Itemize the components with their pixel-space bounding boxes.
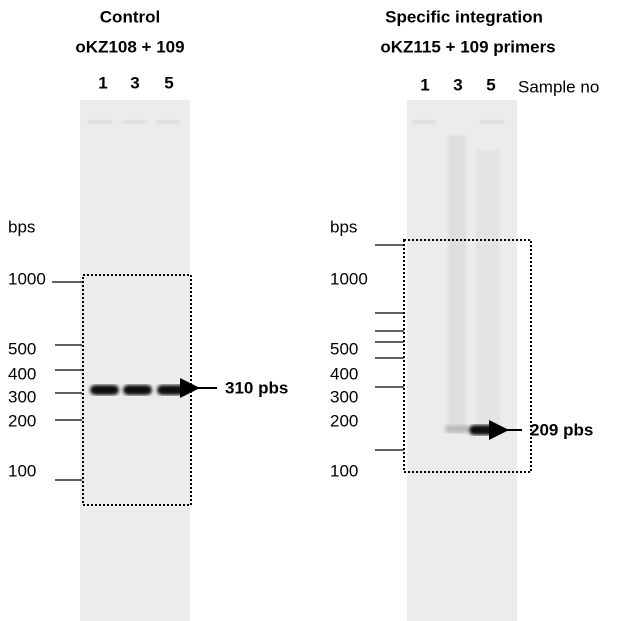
- lane-label: 3: [453, 75, 462, 94]
- lane-label: 1: [420, 75, 429, 94]
- ladder-label: 1000: [8, 269, 46, 288]
- axis-label: bps: [8, 217, 35, 236]
- subtitle: oKZ108 + 109: [75, 37, 184, 56]
- lane-label: 5: [164, 73, 173, 92]
- lane-label: 5: [486, 75, 495, 94]
- lane-label: 1: [98, 73, 107, 92]
- ladder-label: 200: [330, 411, 358, 430]
- band-label: 310 pbs: [225, 378, 288, 397]
- gel: [80, 100, 190, 621]
- band: [123, 385, 152, 395]
- band: [90, 385, 119, 395]
- ladder-label: 300: [330, 387, 358, 406]
- title: Control: [100, 7, 160, 26]
- ladder-label: 500: [330, 339, 358, 358]
- axis-label: bps: [330, 217, 357, 236]
- ladder-label: 500: [8, 339, 36, 358]
- ladder-label: 1000: [330, 269, 368, 288]
- ladder-label: 300: [8, 387, 36, 406]
- ladder-label: 200: [8, 411, 36, 430]
- band: [469, 425, 497, 435]
- band: [157, 385, 186, 395]
- lane-label: 3: [130, 73, 139, 92]
- figure: Control oKZ108 + 109 1 3 5 bps 1000 500 …: [0, 0, 618, 621]
- subtitle: oKZ115 + 109 primers: [380, 37, 555, 56]
- ladder-label: 100: [8, 461, 36, 480]
- band-label: 209 pbs: [530, 420, 593, 439]
- title: Specific integration: [385, 7, 543, 26]
- ladder-label: 100: [330, 461, 358, 480]
- ladder-label: 400: [8, 364, 36, 383]
- lane-header: Sample no: [518, 77, 599, 96]
- ladder-label: 400: [330, 364, 358, 383]
